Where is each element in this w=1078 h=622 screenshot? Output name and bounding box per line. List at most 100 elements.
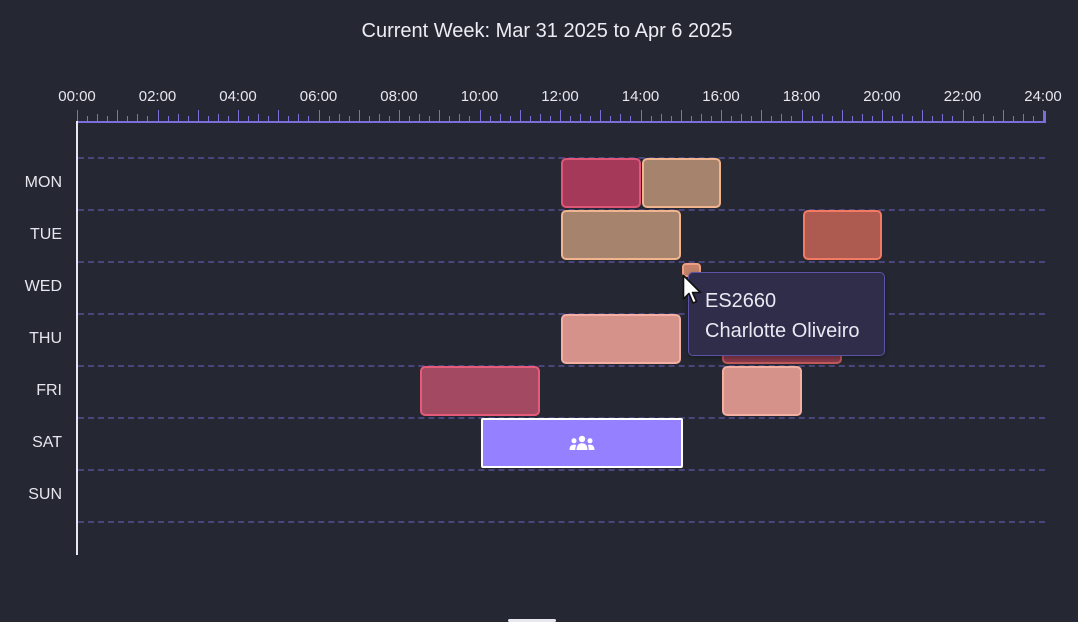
hour-label: 04:00 xyxy=(219,88,257,105)
axis-tick xyxy=(238,110,239,122)
axis-tick xyxy=(1032,116,1034,122)
users-icon xyxy=(569,435,595,450)
axis-tick xyxy=(489,116,491,122)
axis-tick xyxy=(882,110,883,122)
axis-tick xyxy=(590,116,592,122)
axis-tick xyxy=(690,116,692,122)
hour-label: 14:00 xyxy=(621,88,660,105)
axis-tick xyxy=(499,114,501,122)
axis-tick xyxy=(509,116,511,122)
axis-tick xyxy=(167,116,169,122)
axis-tick xyxy=(851,116,853,122)
row-divider xyxy=(78,261,1045,263)
axis-tick xyxy=(419,114,421,122)
scroll-indicator[interactable] xyxy=(508,619,556,622)
axis-tick xyxy=(670,116,672,122)
axis-tick xyxy=(338,114,340,122)
axis-tick xyxy=(197,110,199,122)
axis-tick xyxy=(741,114,743,122)
axis-tick xyxy=(117,110,119,122)
day-label-sat: SAT xyxy=(32,434,62,451)
axis-tick xyxy=(892,116,894,122)
axis-tick xyxy=(358,110,360,122)
hour-label: 12:00 xyxy=(541,88,579,105)
day-axis-line xyxy=(76,121,78,555)
hour-label: 02:00 xyxy=(138,88,177,105)
team-event-block[interactable] xyxy=(480,418,683,468)
axis-tick xyxy=(298,114,300,122)
time-axis-line xyxy=(77,121,1045,123)
axis-tick xyxy=(811,116,813,122)
axis-tick xyxy=(187,116,189,122)
shift-block[interactable] xyxy=(561,314,681,364)
axis-tick xyxy=(469,116,471,122)
axis-tick xyxy=(982,114,984,122)
axis-tick xyxy=(831,116,833,122)
axis-tick xyxy=(308,116,310,122)
hour-label: 10:00 xyxy=(460,88,499,105)
axis-tick xyxy=(912,116,914,122)
axis-tick xyxy=(620,114,622,122)
axis-tick xyxy=(519,110,521,122)
row-divider xyxy=(78,209,1045,211)
axis-tick xyxy=(318,110,320,122)
axis-tick xyxy=(791,116,793,122)
hour-label: 16:00 xyxy=(702,88,740,105)
shift-block[interactable] xyxy=(561,210,681,260)
axis-tick xyxy=(952,116,954,122)
axis-tick xyxy=(388,116,390,122)
axis-tick xyxy=(288,116,290,122)
axis-tick xyxy=(137,114,139,122)
axis-tick xyxy=(479,110,481,122)
axis-tick xyxy=(630,116,632,122)
axis-tick xyxy=(962,110,964,122)
shift-block[interactable] xyxy=(722,366,802,416)
axis-tick xyxy=(761,110,763,122)
axis-tick xyxy=(660,114,662,122)
axis-tick xyxy=(560,110,561,122)
axis-tick xyxy=(217,114,219,122)
axis-tick xyxy=(902,114,904,122)
axis-tick xyxy=(600,110,602,122)
hour-label: 06:00 xyxy=(299,88,338,105)
axis-tick xyxy=(751,116,753,122)
axis-tick xyxy=(992,116,994,122)
tooltip-name: Charlotte Oliveiro xyxy=(705,320,860,342)
axis-tick xyxy=(680,110,682,122)
hour-label: 18:00 xyxy=(782,88,821,105)
axis-tick xyxy=(378,114,380,122)
axis-tick xyxy=(439,110,441,122)
day-label-thu: THU xyxy=(29,330,62,347)
axis-tick xyxy=(529,116,531,122)
shift-tooltip: ES2660 Charlotte Oliveiro xyxy=(688,272,885,356)
axis-tick xyxy=(127,116,129,122)
axis-tick xyxy=(771,116,773,122)
axis-tick xyxy=(932,116,934,122)
axis-tick xyxy=(841,110,843,122)
axis-tick xyxy=(77,110,78,122)
axis-tick xyxy=(861,114,863,122)
axis-tick xyxy=(781,114,783,122)
axis-tick xyxy=(610,116,612,122)
day-label-sun: SUN xyxy=(28,486,62,503)
axis-tick xyxy=(147,116,149,122)
axis-tick xyxy=(640,110,642,122)
axis-tick xyxy=(248,116,250,122)
axis-tick xyxy=(449,116,451,122)
shift-block[interactable] xyxy=(561,158,641,208)
hour-label: 24:00 xyxy=(1024,88,1062,105)
shift-block[interactable] xyxy=(641,158,721,208)
axis-tick xyxy=(278,110,280,122)
axis-tick xyxy=(268,116,270,122)
axis-tick xyxy=(942,114,944,122)
axis-tick xyxy=(87,116,89,122)
day-label-mon: MON xyxy=(24,174,62,191)
axis-tick xyxy=(177,114,179,122)
row-divider xyxy=(78,313,1045,315)
axis-tick xyxy=(570,116,572,122)
axis-tick xyxy=(922,110,924,122)
shift-block[interactable] xyxy=(420,366,540,416)
axis-tick xyxy=(1012,116,1014,122)
axis-tick xyxy=(1043,110,1044,122)
shift-block[interactable] xyxy=(802,210,882,260)
